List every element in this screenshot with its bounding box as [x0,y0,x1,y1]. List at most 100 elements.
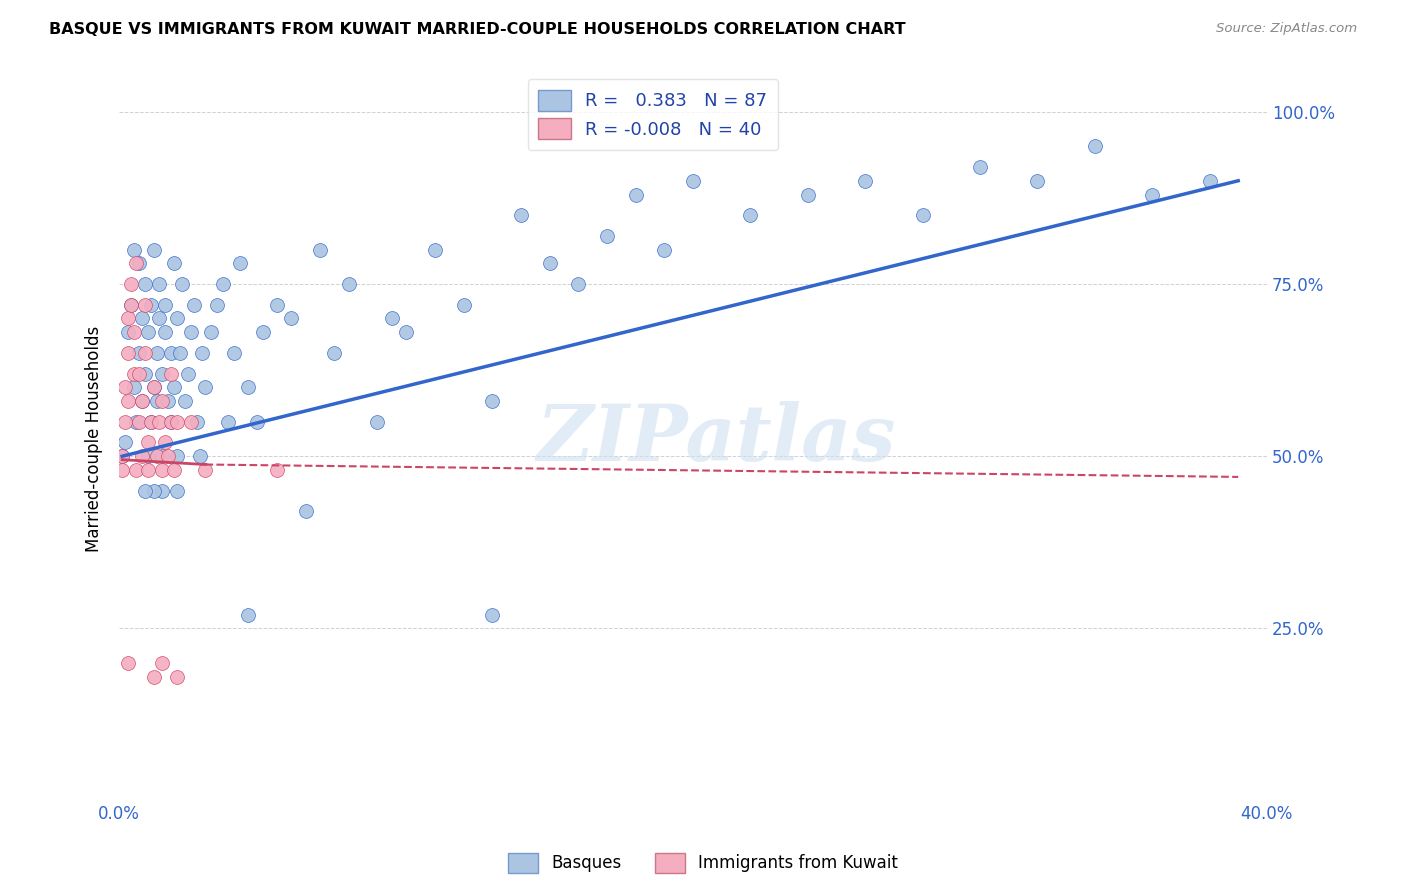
Point [142,670,165,684]
Point [134,483,156,498]
Point [481,607,503,622]
Point [200,326,222,340]
Point [145,346,167,360]
Point [134,346,156,360]
Point [481,394,503,409]
Point [136,435,159,450]
Point [120,298,142,312]
Point [453,298,475,312]
Point [853,174,876,188]
Point [128,415,150,429]
Point [136,326,159,340]
Point [252,326,274,340]
Point [266,298,288,312]
Point [682,174,704,188]
Point [117,311,139,326]
Point [596,228,619,243]
Text: BASQUE VS IMMIGRANTS FROM KUWAIT MARRIED-COUPLE HOUSEHOLDS CORRELATION CHART: BASQUE VS IMMIGRANTS FROM KUWAIT MARRIED… [49,22,905,37]
Point [131,394,153,409]
Point [134,367,156,381]
Point [157,394,180,409]
Point [166,483,188,498]
Point [134,277,156,291]
Point [969,160,991,174]
Point [797,187,820,202]
Point [366,415,388,429]
Point [309,243,332,257]
Point [246,415,269,429]
Point [381,311,404,326]
Point [150,463,173,477]
Point [423,243,446,257]
Point [125,415,148,429]
Point [323,346,346,360]
Point [150,449,173,463]
Point [169,346,191,360]
Point [142,483,165,498]
Point [180,415,202,429]
Point [1084,139,1107,153]
Point [111,449,134,463]
Point [217,415,239,429]
Point [128,346,150,360]
Point [280,311,302,326]
Point [114,380,136,394]
Point [238,380,260,394]
Point [148,311,170,326]
Point [153,435,176,450]
Point [395,326,418,340]
Point [194,463,217,477]
Point [166,415,188,429]
Point [142,380,165,394]
Point [624,187,647,202]
Point [163,380,186,394]
Point [191,346,214,360]
Point [211,277,233,291]
Point [194,380,217,394]
Point [139,415,162,429]
Point [166,670,188,684]
Point [111,449,134,463]
Point [120,298,142,312]
Point [180,326,202,340]
Point [177,367,200,381]
Text: ZIPatlas: ZIPatlas [536,401,896,477]
Legend: Basques, Immigrants from Kuwait: Basques, Immigrants from Kuwait [502,847,904,880]
Point [117,394,139,409]
Point [122,380,145,394]
Point [160,367,183,381]
Point [166,449,188,463]
Point [160,415,183,429]
Point [131,311,153,326]
Point [337,277,360,291]
Point [150,483,173,498]
Point [117,346,139,360]
Point [186,415,208,429]
Point [567,277,589,291]
Point [111,463,134,477]
Point [294,504,316,518]
Point [142,243,165,257]
Point [238,607,260,622]
Point [148,277,170,291]
Point [128,367,150,381]
Point [150,656,173,670]
Point [172,277,194,291]
Point [911,208,934,222]
Point [222,346,245,360]
Point [163,463,186,477]
Point [136,449,159,463]
Point [136,463,159,477]
Point [122,367,145,381]
Point [148,415,170,429]
Point [153,326,176,340]
Point [122,326,145,340]
Point [145,394,167,409]
Point [740,208,762,222]
Point [114,415,136,429]
Point [125,256,148,270]
Point [122,243,145,257]
Point [183,298,205,312]
Y-axis label: Married-couple Households: Married-couple Households [86,326,103,552]
Point [150,394,173,409]
